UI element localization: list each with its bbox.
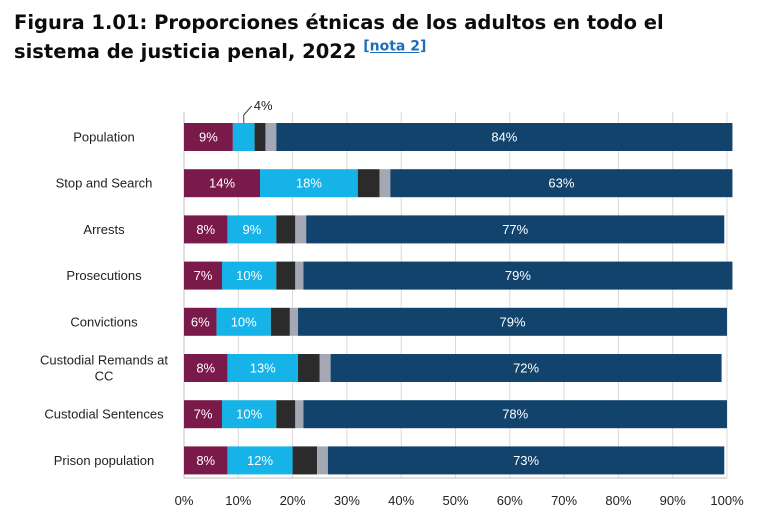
figure-title-text: Figura 1.01: Proporciones étnicas de los…	[14, 11, 664, 63]
category-label: Prison population	[54, 453, 154, 468]
bar-value-label: 10%	[231, 314, 257, 329]
category-label: Custodial Remands at CC	[40, 353, 168, 384]
bar-value-label: 73%	[513, 453, 539, 468]
bar-value-label: 84%	[491, 130, 517, 145]
bar-value-label: 8%	[196, 361, 215, 376]
bar-value-label: 6%	[191, 314, 210, 329]
bar-value-label: 79%	[499, 314, 525, 329]
bar-value-label: 78%	[502, 407, 528, 422]
bar-segment	[184, 169, 261, 198]
bar-value-label: 9%	[199, 130, 218, 145]
bar-segment	[298, 307, 727, 336]
bar-segment	[303, 400, 727, 429]
bar-segment	[265, 123, 277, 151]
bar-value-label: 18%	[296, 176, 322, 191]
bar-segment	[254, 123, 266, 151]
x-tick-label: 40%	[388, 493, 414, 508]
bar-segment	[317, 446, 328, 475]
bar-segment	[184, 307, 217, 336]
bar-segment	[222, 400, 277, 429]
x-tick-label: 0%	[175, 493, 194, 508]
bar-value-label: 8%	[196, 222, 215, 237]
bar-segment	[298, 354, 320, 382]
bar-segment	[270, 307, 290, 336]
bar-segment	[184, 215, 228, 244]
bar-value-label: 12%	[247, 453, 273, 468]
x-axis-ticks: 0% 10% 20% 30% 40% 50% 60% 70% 80% 90% 100%	[175, 493, 744, 508]
x-tick-label: 60%	[497, 493, 523, 508]
bar-segment	[276, 215, 296, 244]
bar-segment	[276, 123, 733, 151]
x-tick-label: 10%	[225, 493, 251, 508]
category-labels: Population Stop and Search Arrests Prosecut…	[40, 130, 168, 468]
bars-layer: 9% 84% 14% 18% 63% 8% 9% 77% 7% 10% 79% 6% 10% 79% 8% 1…	[184, 123, 733, 475]
category-label: Custodial Sentences	[44, 407, 164, 422]
bar-segment	[379, 169, 391, 198]
category-label: Arrests	[83, 222, 125, 237]
bar-segment	[390, 169, 733, 198]
bar-segment	[327, 446, 725, 475]
bar-value-label: 13%	[250, 361, 276, 376]
bar-segment	[184, 446, 228, 475]
bar-segment	[357, 169, 380, 198]
bar-value-label: 10%	[236, 407, 262, 422]
bar-value-label: 79%	[505, 268, 531, 283]
bar-segment	[227, 354, 299, 382]
bar-segment	[227, 446, 293, 475]
bar-segment	[260, 169, 358, 198]
x-tick-label: 70%	[551, 493, 577, 508]
bar-value-label: 7%	[194, 407, 213, 422]
callout-leader-line	[243, 105, 253, 123]
bar-segment	[295, 215, 307, 244]
bar-segment	[232, 123, 255, 151]
bar-value-label: 63%	[548, 176, 574, 191]
bar-segment	[295, 261, 304, 290]
bar-segment	[306, 215, 725, 244]
bar-segment	[295, 400, 304, 429]
bar-segment	[303, 261, 733, 290]
figure-title: Figura 1.01: Proporciones étnicas de los…	[14, 8, 754, 66]
bar-value-label: 9%	[242, 222, 261, 237]
bar-segment	[216, 307, 271, 336]
callout-layer: 4%	[243, 98, 273, 123]
x-tick-label: 90%	[660, 493, 686, 508]
bar-segment	[292, 446, 318, 475]
category-label: Prosecutions	[66, 268, 142, 283]
bar-value-label: 10%	[236, 268, 262, 283]
bar-value-label: 7%	[194, 268, 213, 283]
bar-segment	[319, 354, 331, 382]
x-tick-label: 30%	[334, 493, 360, 508]
x-tick-label: 100%	[710, 493, 744, 508]
callout-label: 4%	[254, 98, 273, 113]
bar-segment	[184, 261, 223, 290]
bar-value-label: 8%	[196, 453, 215, 468]
x-tick-label: 20%	[280, 493, 306, 508]
note-link[interactable]: [nota 2]	[363, 38, 427, 55]
category-label: Convictions	[70, 314, 138, 329]
bar-segment	[276, 261, 296, 290]
bar-segment	[222, 261, 277, 290]
bar-segment	[184, 123, 233, 151]
bar-segment	[184, 400, 223, 429]
x-tick-label: 50%	[442, 493, 468, 508]
bar-value-label: 14%	[209, 176, 235, 191]
bar-value-label: 77%	[502, 222, 528, 237]
bar-segment	[184, 354, 228, 382]
bar-segment	[289, 307, 299, 336]
category-label: Stop and Search	[56, 176, 153, 191]
bar-segment	[227, 215, 277, 244]
category-label: Population	[73, 130, 134, 145]
bar-segment	[330, 354, 722, 382]
bar-value-label: 72%	[513, 361, 539, 376]
figure-header: Figura 1.01: Proporciones étnicas de los…	[14, 8, 754, 66]
bar-segment	[276, 400, 296, 429]
x-tick-label: 80%	[605, 493, 631, 508]
